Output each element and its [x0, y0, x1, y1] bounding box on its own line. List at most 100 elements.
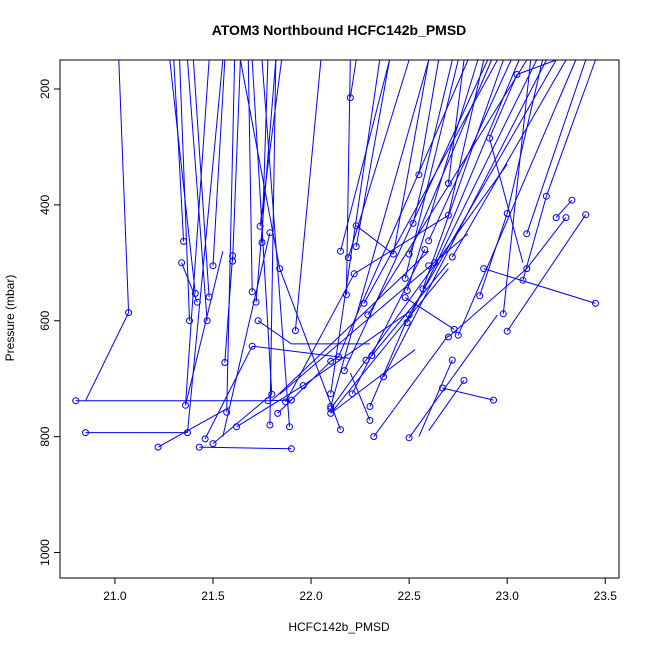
y-tick-label: 1000: [38, 539, 52, 566]
data-point: [266, 229, 274, 237]
data-point: [415, 171, 423, 179]
series-segment: [442, 387, 494, 401]
series-segment: [261, 59, 290, 427]
data-point: [362, 356, 370, 364]
series-segment: [285, 273, 355, 403]
series-segment: [247, 59, 253, 292]
data-point: [448, 253, 456, 261]
data-point: [256, 222, 264, 230]
data-point: [513, 71, 521, 78]
data-point: [248, 342, 256, 350]
data-point: [389, 250, 397, 258]
data-point: [337, 426, 344, 434]
series-segment: [330, 359, 367, 410]
series-segment: [522, 196, 547, 281]
series-segment: [447, 59, 465, 184]
series-segment: [392, 59, 430, 255]
series-segment: [545, 59, 596, 197]
data-point: [523, 265, 531, 273]
data-point: [346, 94, 354, 102]
series-segment: [506, 214, 587, 332]
data-point: [450, 325, 458, 333]
series-segment: [483, 268, 596, 304]
y-tick-label: 200: [38, 79, 52, 99]
data-point: [380, 373, 388, 381]
series-segment: [408, 59, 492, 255]
data-point: [264, 397, 272, 405]
y-axis: 200 400 600 800 1000: [38, 79, 60, 566]
data-point: [562, 214, 570, 222]
series-segment: [173, 59, 185, 242]
series-segment: [199, 446, 292, 450]
series-points: [72, 71, 599, 453]
data-point: [480, 265, 488, 273]
x-tick-label: 21.5: [201, 589, 225, 603]
series-segment: [363, 59, 498, 304]
data-point: [503, 210, 511, 217]
data-point: [370, 433, 378, 441]
series-segment: [345, 59, 351, 295]
data-point: [268, 390, 276, 398]
chart-title: ATOM3 Northbound HCFC142b_PMSD: [212, 22, 467, 38]
data-point: [342, 291, 350, 299]
data-point: [229, 257, 237, 265]
data-point: [486, 134, 493, 142]
data-point: [221, 359, 229, 366]
series-segment: [347, 59, 410, 258]
data-point: [352, 222, 360, 230]
series-segment: [447, 59, 485, 216]
data-point: [460, 376, 468, 384]
series-segment: [261, 59, 269, 243]
data-point: [431, 259, 439, 267]
series-lines: [75, 59, 596, 450]
data-point: [409, 219, 417, 227]
series-segment: [118, 59, 130, 313]
y-tick-label: 400: [38, 195, 52, 215]
data-point: [405, 434, 413, 442]
data-point: [254, 317, 262, 325]
data-point: [405, 250, 413, 258]
data-point: [519, 276, 527, 284]
data-point: [178, 259, 186, 267]
series-segment: [271, 250, 430, 402]
data-point: [327, 405, 335, 413]
data-point: [203, 317, 211, 325]
series-segment: [355, 59, 390, 247]
series-segment: [451, 59, 567, 258]
series-segment: [412, 59, 453, 224]
data-point: [195, 443, 203, 451]
series-segment: [369, 314, 410, 407]
series-segment: [330, 349, 416, 414]
series-segment: [157, 407, 229, 448]
series-segment: [269, 59, 277, 426]
series-segment: [330, 59, 381, 394]
data-point: [403, 319, 411, 326]
series-segment: [428, 59, 512, 242]
series-segment: [526, 217, 567, 269]
series-segment: [502, 59, 532, 314]
series-segment: [371, 262, 449, 356]
data-point: [337, 247, 344, 255]
data-point: [248, 288, 256, 296]
data-point: [444, 211, 452, 219]
data-point: [286, 423, 293, 431]
data-point: [180, 237, 188, 245]
series-segment: [448, 268, 528, 338]
data-point: [542, 192, 550, 200]
data-point: [327, 357, 335, 365]
data-point: [201, 435, 209, 443]
series-segment: [251, 59, 273, 395]
data-point: [582, 211, 590, 219]
data-point: [327, 403, 335, 410]
x-tick-label: 23.5: [594, 589, 618, 603]
data-point: [335, 353, 342, 361]
x-tick-label: 22.5: [397, 589, 421, 603]
series-segment: [330, 59, 430, 407]
data-point: [186, 317, 193, 325]
series-segment: [408, 59, 557, 316]
data-point: [348, 390, 356, 398]
data-point: [223, 408, 231, 416]
data-point: [340, 367, 348, 375]
data-point: [299, 382, 307, 390]
